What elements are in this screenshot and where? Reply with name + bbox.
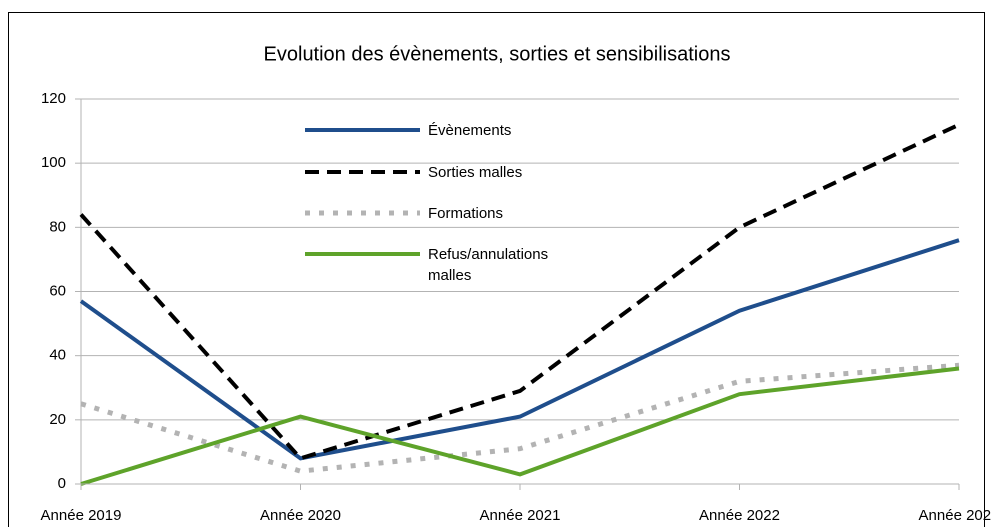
legend-label: Refus/annulations malles [428,246,549,284]
x-tick-label: Année 2023 [919,507,991,524]
y-tick-label: 120 [41,90,66,107]
y-tick-label: 40 [49,347,66,364]
series-line [80,366,960,486]
legend-label: Formations [428,205,504,222]
chart-title: Evolution des évènements, sorties et sen… [264,43,731,65]
x-tick-label: Année 2022 [699,507,780,524]
x-tick-label: Année 2021 [480,507,561,524]
x-tick-label: Année 2020 [260,507,341,524]
y-tick-label: 80 [49,218,66,235]
legend-label: Sorties malles [428,164,523,181]
y-tick-label: 0 [58,475,66,492]
x-tick-label: Année 2019 [41,507,122,524]
series-line [79,238,960,461]
y-tick-label: 20 [49,411,66,428]
y-tick-label: 100 [41,154,66,171]
y-tick-label: 60 [49,282,66,299]
legend-label: Évènements [428,122,512,139]
series-line [80,362,960,474]
chart-frame [8,12,985,527]
series-line [79,122,960,461]
